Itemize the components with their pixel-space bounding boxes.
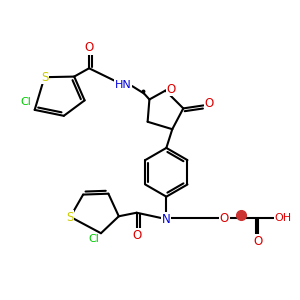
Text: O: O xyxy=(220,212,229,225)
Text: O: O xyxy=(166,82,176,96)
Text: O: O xyxy=(132,229,141,242)
Text: S: S xyxy=(66,211,74,224)
Text: S: S xyxy=(41,71,48,84)
Text: Cl: Cl xyxy=(20,97,31,106)
Text: O: O xyxy=(205,98,214,110)
Text: N: N xyxy=(162,213,171,226)
Text: OH: OH xyxy=(274,213,292,224)
Text: O: O xyxy=(254,235,263,248)
Text: Cl: Cl xyxy=(88,234,99,244)
Text: O: O xyxy=(84,41,94,54)
Text: HN: HN xyxy=(115,80,132,90)
